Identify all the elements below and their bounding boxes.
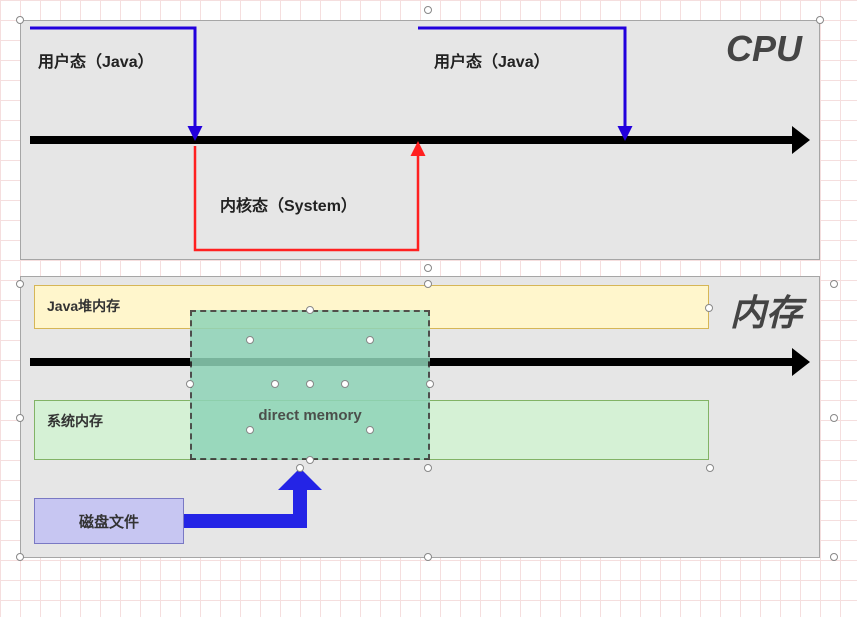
selection-handle[interactable] [366,426,374,434]
disk-file-box[interactable]: 磁盘文件 [34,498,184,544]
user-mode-label-right: 用户态（Java） [434,48,550,72]
selection-handle[interactable] [705,304,713,312]
selection-handle[interactable] [424,6,432,14]
disk-file-label: 磁盘文件 [79,511,139,532]
selection-handle[interactable] [816,16,824,24]
selection-handle[interactable] [306,306,314,314]
selection-handle[interactable] [271,380,279,388]
selection-handle[interactable] [306,380,314,388]
selection-handle[interactable] [186,380,194,388]
system-memory-label: 系统内存 [47,413,103,429]
selection-handle[interactable] [830,280,838,288]
selection-handle[interactable] [424,264,432,272]
user-mode-label-left: 用户态（Java） [38,48,154,72]
selection-handle[interactable] [246,336,254,344]
selection-handle[interactable] [246,426,254,434]
selection-handle[interactable] [424,464,432,472]
selection-handle[interactable] [296,464,304,472]
selection-handle[interactable] [424,280,432,288]
selection-handle[interactable] [341,380,349,388]
cpu-title: CPU [726,28,802,70]
selection-handle[interactable] [426,380,434,388]
kernel-mode-label: 内核态（System） [220,192,357,216]
memory-title: 内存 [730,284,802,336]
selection-handle[interactable] [424,553,432,561]
selection-handle[interactable] [706,464,714,472]
selection-handle[interactable] [16,280,24,288]
selection-handle[interactable] [16,553,24,561]
selection-handle[interactable] [306,456,314,464]
selection-handle[interactable] [16,414,24,422]
direct-memory-label: direct memory [258,407,361,424]
selection-handle[interactable] [16,16,24,24]
diagram-canvas: CPU 用户态（Java） 用户态（Java） 内核态（System） 内存 J… [0,0,857,617]
selection-handle[interactable] [366,336,374,344]
selection-handle[interactable] [830,414,838,422]
selection-handle[interactable] [830,553,838,561]
java-heap-label: Java堆内存 [47,298,120,314]
